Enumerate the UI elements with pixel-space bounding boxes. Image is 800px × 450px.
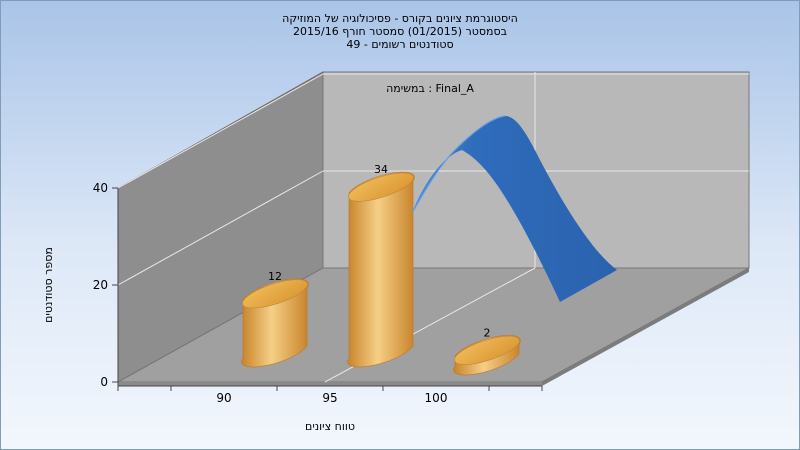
normal-curve-top-edge [411,115,506,214]
x-tick-label: 95 [322,391,337,405]
bar-95: 34 [347,163,415,368]
series-label: במשימה : Final_A [386,82,474,95]
x-ticks: 90 95 100 [117,386,543,405]
x-tick-label: 90 [216,391,231,405]
bar-value-label: 2 [484,326,491,339]
y-axis-title: מספר סטודנטים [42,247,55,323]
chart-title-line-1: היסטוגרמת ציונים בקורס - פסיכולוגיה של ה… [282,12,518,25]
bar-body [347,171,415,368]
bars-group: 12 34 2 [241,163,521,376]
floor-front-edge [118,382,542,386]
normal-curve-ribbon [412,116,617,302]
x-tick-label: 100 [425,391,448,405]
x-axis-title: טווח ציונים [305,420,355,433]
bar-top [348,172,414,202]
y-tick-label: 0 [100,375,108,389]
normal-curve [411,115,617,302]
y-tick-label: 40 [93,181,108,195]
bar-value-label: 34 [374,163,388,176]
bar-value-label: 12 [268,270,282,283]
chart-title-line-2: בסמסטר (01/2015) סמסטר חורף 2015/16 [293,25,507,38]
bar-top [454,335,520,365]
floor-right-edge [542,268,749,386]
chart-title-line-3: סטודנטים רשומים - 49 [346,38,453,51]
grid-line-side [117,170,324,286]
y-ticks: 0 20 40 [93,181,118,389]
y-tick-label: 20 [93,278,108,292]
bar-100: 2 [453,326,521,376]
grid-line-side [117,73,324,189]
bar-90: 12 [241,270,309,368]
bar-top [242,279,308,309]
